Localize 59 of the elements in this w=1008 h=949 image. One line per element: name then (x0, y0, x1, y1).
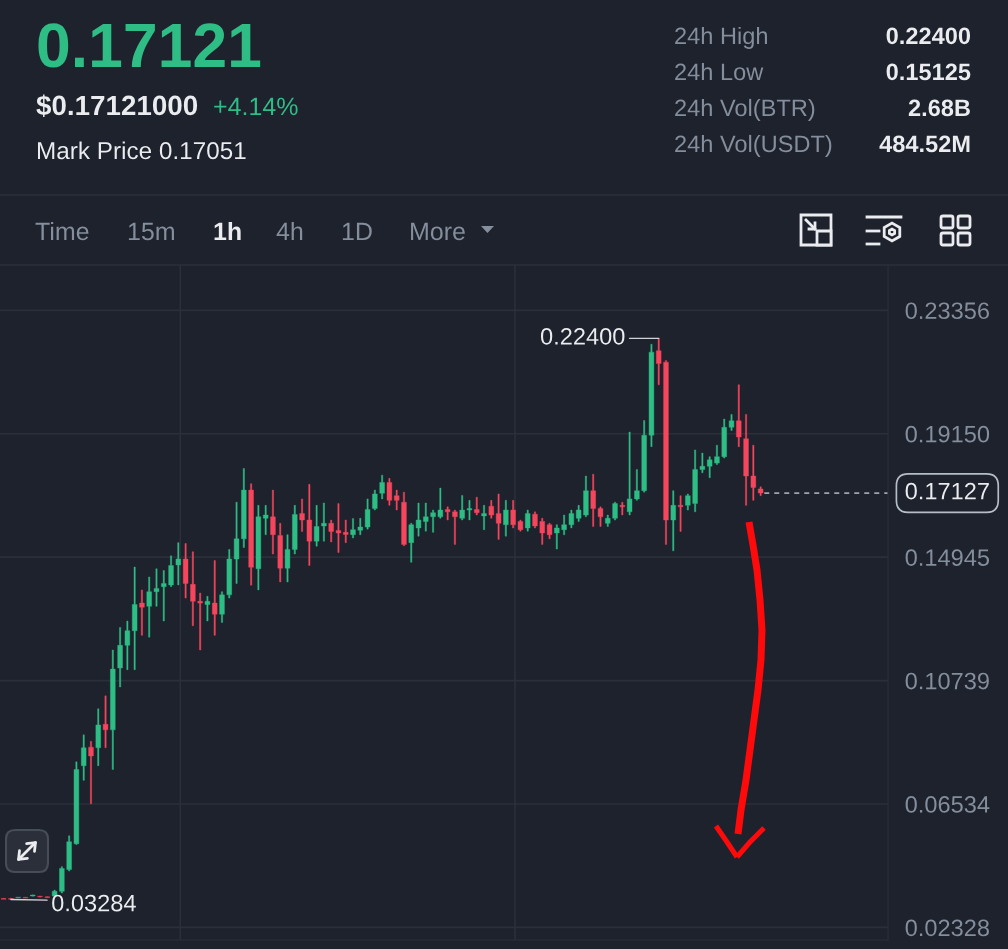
candlestick (525, 509, 531, 532)
candlestick (474, 496, 480, 516)
candlestick (30, 894, 36, 897)
candlestick (677, 495, 684, 532)
candlestick (270, 489, 276, 555)
candlestick (481, 505, 487, 530)
candlestick (263, 505, 269, 535)
text: More (411, 222, 465, 241)
y-tick-label: 0.06534 (905, 796, 990, 813)
text: 24h Vol(BTR) (675, 98, 815, 121)
candlestick (212, 560, 218, 636)
candlestick (15, 896, 21, 899)
candlestick (401, 491, 407, 547)
annotation: 0.22400 (540, 327, 625, 345)
candlestick (495, 493, 502, 540)
text: $0.17121000 (36, 94, 198, 118)
y-tick-label: 0.23356 (905, 302, 989, 320)
candlestick (619, 501, 625, 516)
annotation: 0.03284 (52, 894, 136, 912)
y-tick-label: 0.02328 (905, 919, 989, 937)
candlestick (248, 483, 254, 586)
ref-line-label: 0.17127 (905, 482, 989, 500)
candlestick (364, 498, 371, 530)
text: 484.52M (879, 135, 970, 153)
text: 0.22400 (886, 27, 971, 45)
candlestick (503, 500, 509, 537)
candlestick (139, 589, 145, 636)
text: 24h Vol(USDT) (675, 134, 832, 157)
y-tick-label: 0.19150 (905, 425, 990, 443)
candlestick (182, 543, 189, 599)
text: 1D (342, 222, 372, 240)
candlestick (88, 741, 94, 805)
candlestick (488, 500, 494, 519)
text: 0.15125 (886, 63, 971, 81)
candlestick (81, 734, 87, 781)
y-tick-label: 0.10739 (905, 672, 989, 690)
candlestick (758, 486, 764, 496)
text: Time (35, 221, 89, 241)
chart-title: 0.17121 (38, 23, 261, 68)
text: 1h (214, 221, 241, 240)
candlestick (204, 596, 211, 622)
text: 24h High (675, 26, 767, 49)
text: 2.68B (908, 99, 970, 117)
candlestick (22, 896, 29, 899)
text: Mark Price 0.17051 (37, 141, 246, 160)
candlestick (102, 695, 109, 748)
candlestick (386, 478, 393, 506)
candlestick (255, 505, 262, 591)
candlestick (394, 489, 400, 511)
text: 15m (128, 222, 174, 241)
candlestick (132, 566, 138, 670)
text: +4.14% (214, 97, 298, 116)
candlestick (95, 708, 101, 766)
text: 4h (276, 221, 303, 240)
candlestick (736, 384, 742, 447)
text: 24h Low (675, 62, 764, 81)
y-tick-label: 0.14945 (905, 549, 990, 566)
candlestick (670, 490, 676, 552)
candlestick (277, 523, 283, 583)
